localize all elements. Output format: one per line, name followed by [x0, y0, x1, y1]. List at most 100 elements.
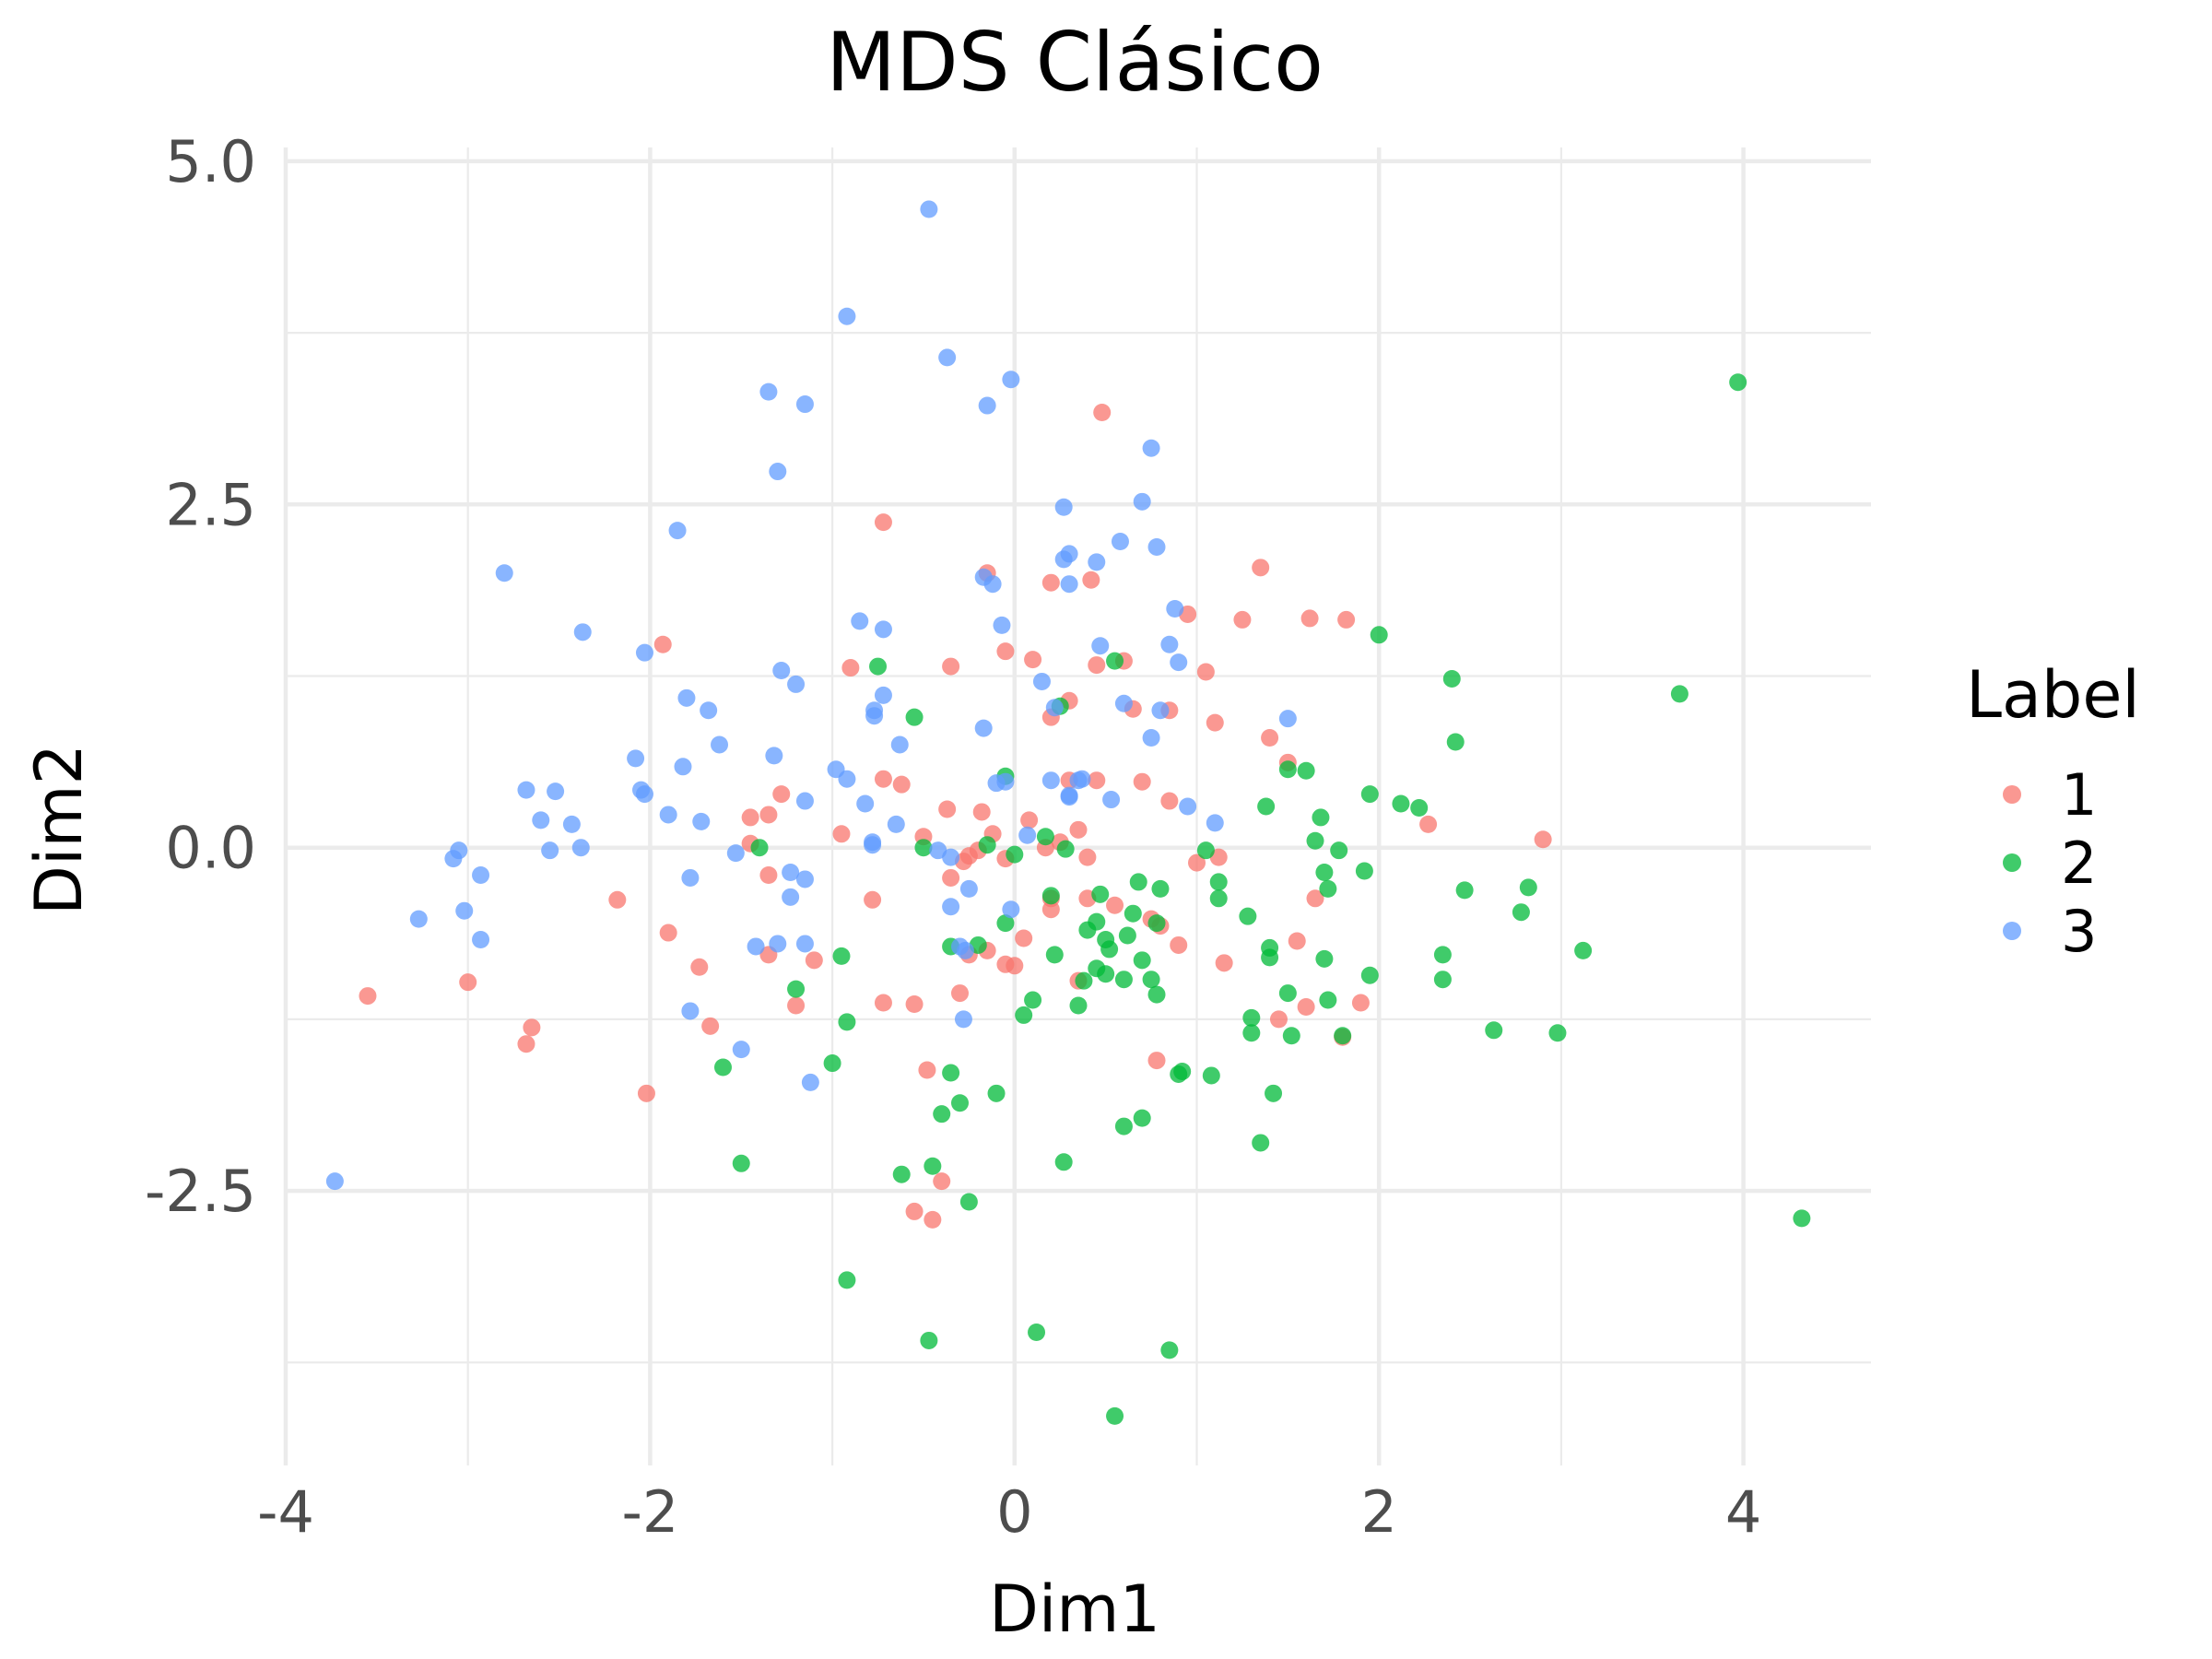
data-point-series-1: [1188, 853, 1206, 872]
data-point-series-1: [1196, 663, 1215, 681]
y-axis-title: Dim2: [21, 744, 97, 915]
data-point-series-1: [1015, 929, 1033, 947]
x-axis-title: Dim1: [989, 1571, 1160, 1647]
data-point-series-3: [1278, 710, 1297, 728]
data-point-series-2: [959, 1193, 978, 1211]
data-point-series-2: [1069, 996, 1088, 1015]
data-point-series-3: [874, 620, 892, 639]
data-point-series-1: [996, 642, 1015, 661]
data-point-series-2: [713, 1058, 732, 1077]
data-point-series-2: [1360, 785, 1379, 804]
data-point-series-3: [495, 564, 513, 582]
data-point-series-2: [1252, 1134, 1270, 1152]
data-point-series-3: [1142, 729, 1160, 747]
data-point-series-2: [1334, 1027, 1352, 1045]
data-point-series-2: [978, 836, 996, 854]
data-point-series-3: [1102, 791, 1121, 809]
data-point-series-1: [1419, 815, 1438, 833]
data-point-series-2: [1442, 669, 1461, 688]
data-point-series-2: [1142, 971, 1160, 989]
data-point-series-2: [1075, 971, 1093, 990]
data-point-series-2: [1006, 845, 1024, 864]
data-point-series-1: [1078, 848, 1097, 866]
data-point-series-3: [1060, 545, 1078, 563]
data-point-series-3: [769, 935, 787, 953]
data-point-series-2: [1100, 940, 1119, 959]
data-point-series-2: [1118, 926, 1136, 945]
data-point-series-2: [732, 1154, 750, 1172]
data-point-series-1: [701, 1017, 720, 1035]
data-point-series-2: [1319, 879, 1337, 898]
data-point-series-3: [1206, 814, 1224, 832]
data-point-series-1: [1306, 889, 1324, 908]
data-point-series-2: [987, 1084, 1006, 1102]
legend-label-2: 2: [2061, 830, 2097, 897]
data-point-series-1: [1300, 609, 1319, 628]
data-point-series-3: [1073, 770, 1091, 788]
data-point-series-2: [750, 839, 769, 857]
data-point-series-2: [1147, 914, 1166, 933]
data-point-series-2: [1209, 873, 1228, 891]
data-point-series-3: [532, 811, 550, 830]
data-point-series-2: [1297, 761, 1315, 780]
data-point-series-1: [523, 1018, 541, 1037]
data-point-series-1: [905, 1202, 924, 1220]
data-point-series-3: [1114, 694, 1133, 712]
data-point-series-1: [787, 996, 806, 1015]
data-point-series-2: [1278, 760, 1297, 779]
x-tick-label: -4: [257, 1478, 314, 1546]
data-point-series-2: [1670, 685, 1688, 703]
data-point-series-1: [1337, 610, 1356, 629]
data-point-series-3: [562, 815, 581, 833]
data-point-series-1: [972, 803, 991, 821]
data-point-series-2: [1330, 841, 1348, 860]
data-point-series-3: [747, 937, 765, 956]
data-point-series-3: [938, 348, 957, 367]
data-point-series-3: [732, 1041, 750, 1059]
data-point-series-1: [942, 868, 960, 887]
data-point-series-3: [1002, 900, 1020, 919]
data-point-series-1: [759, 865, 778, 884]
data-point-series-2: [1392, 794, 1410, 813]
data-point-series-3: [1018, 826, 1037, 844]
data-point-series-3: [541, 841, 559, 860]
data-point-series-1: [1106, 896, 1124, 914]
data-point-series-2: [1151, 879, 1170, 898]
legend-title: Label: [1966, 657, 2140, 733]
data-point-series-3: [983, 575, 1002, 594]
data-point-series-2: [905, 708, 924, 726]
legend-key-3: [2003, 922, 2021, 940]
data-point-series-2: [1315, 949, 1334, 968]
data-point-series-3: [635, 643, 653, 662]
data-point-series-3: [659, 806, 677, 824]
data-point-series-3: [920, 200, 938, 218]
data-point-series-2: [1455, 881, 1474, 900]
data-point-series-3: [627, 749, 645, 768]
gridlines: [283, 147, 1871, 1465]
data-point-series-1: [905, 995, 924, 1013]
data-point-series-1: [832, 825, 851, 843]
data-point-series-2: [1548, 1024, 1567, 1042]
data-point-series-2: [1147, 985, 1166, 1004]
data-point-series-1: [1269, 1010, 1288, 1029]
data-point-series-1: [1297, 997, 1315, 1016]
data-point-series-1: [1024, 651, 1042, 669]
data-point-series-3: [795, 395, 814, 414]
data-point-series-2: [1312, 808, 1330, 827]
data-point-series-1: [1041, 573, 1060, 592]
data-point-series-3: [1060, 575, 1078, 594]
data-point-series-2: [914, 839, 933, 857]
legend-label-3: 3: [2061, 898, 2097, 965]
data-point-series-3: [571, 839, 590, 857]
data-point-series-2: [1056, 840, 1075, 858]
data-point-series-2: [1114, 971, 1133, 989]
data-point-series-2: [1028, 1324, 1046, 1342]
data-point-series-2: [1015, 1006, 1033, 1024]
data-point-series-1: [942, 657, 960, 676]
data-point-series-2: [1433, 946, 1452, 964]
data-point-series-2: [1041, 887, 1060, 905]
data-point-series-2: [1729, 373, 1747, 392]
data-point-series-2: [1202, 1066, 1220, 1085]
